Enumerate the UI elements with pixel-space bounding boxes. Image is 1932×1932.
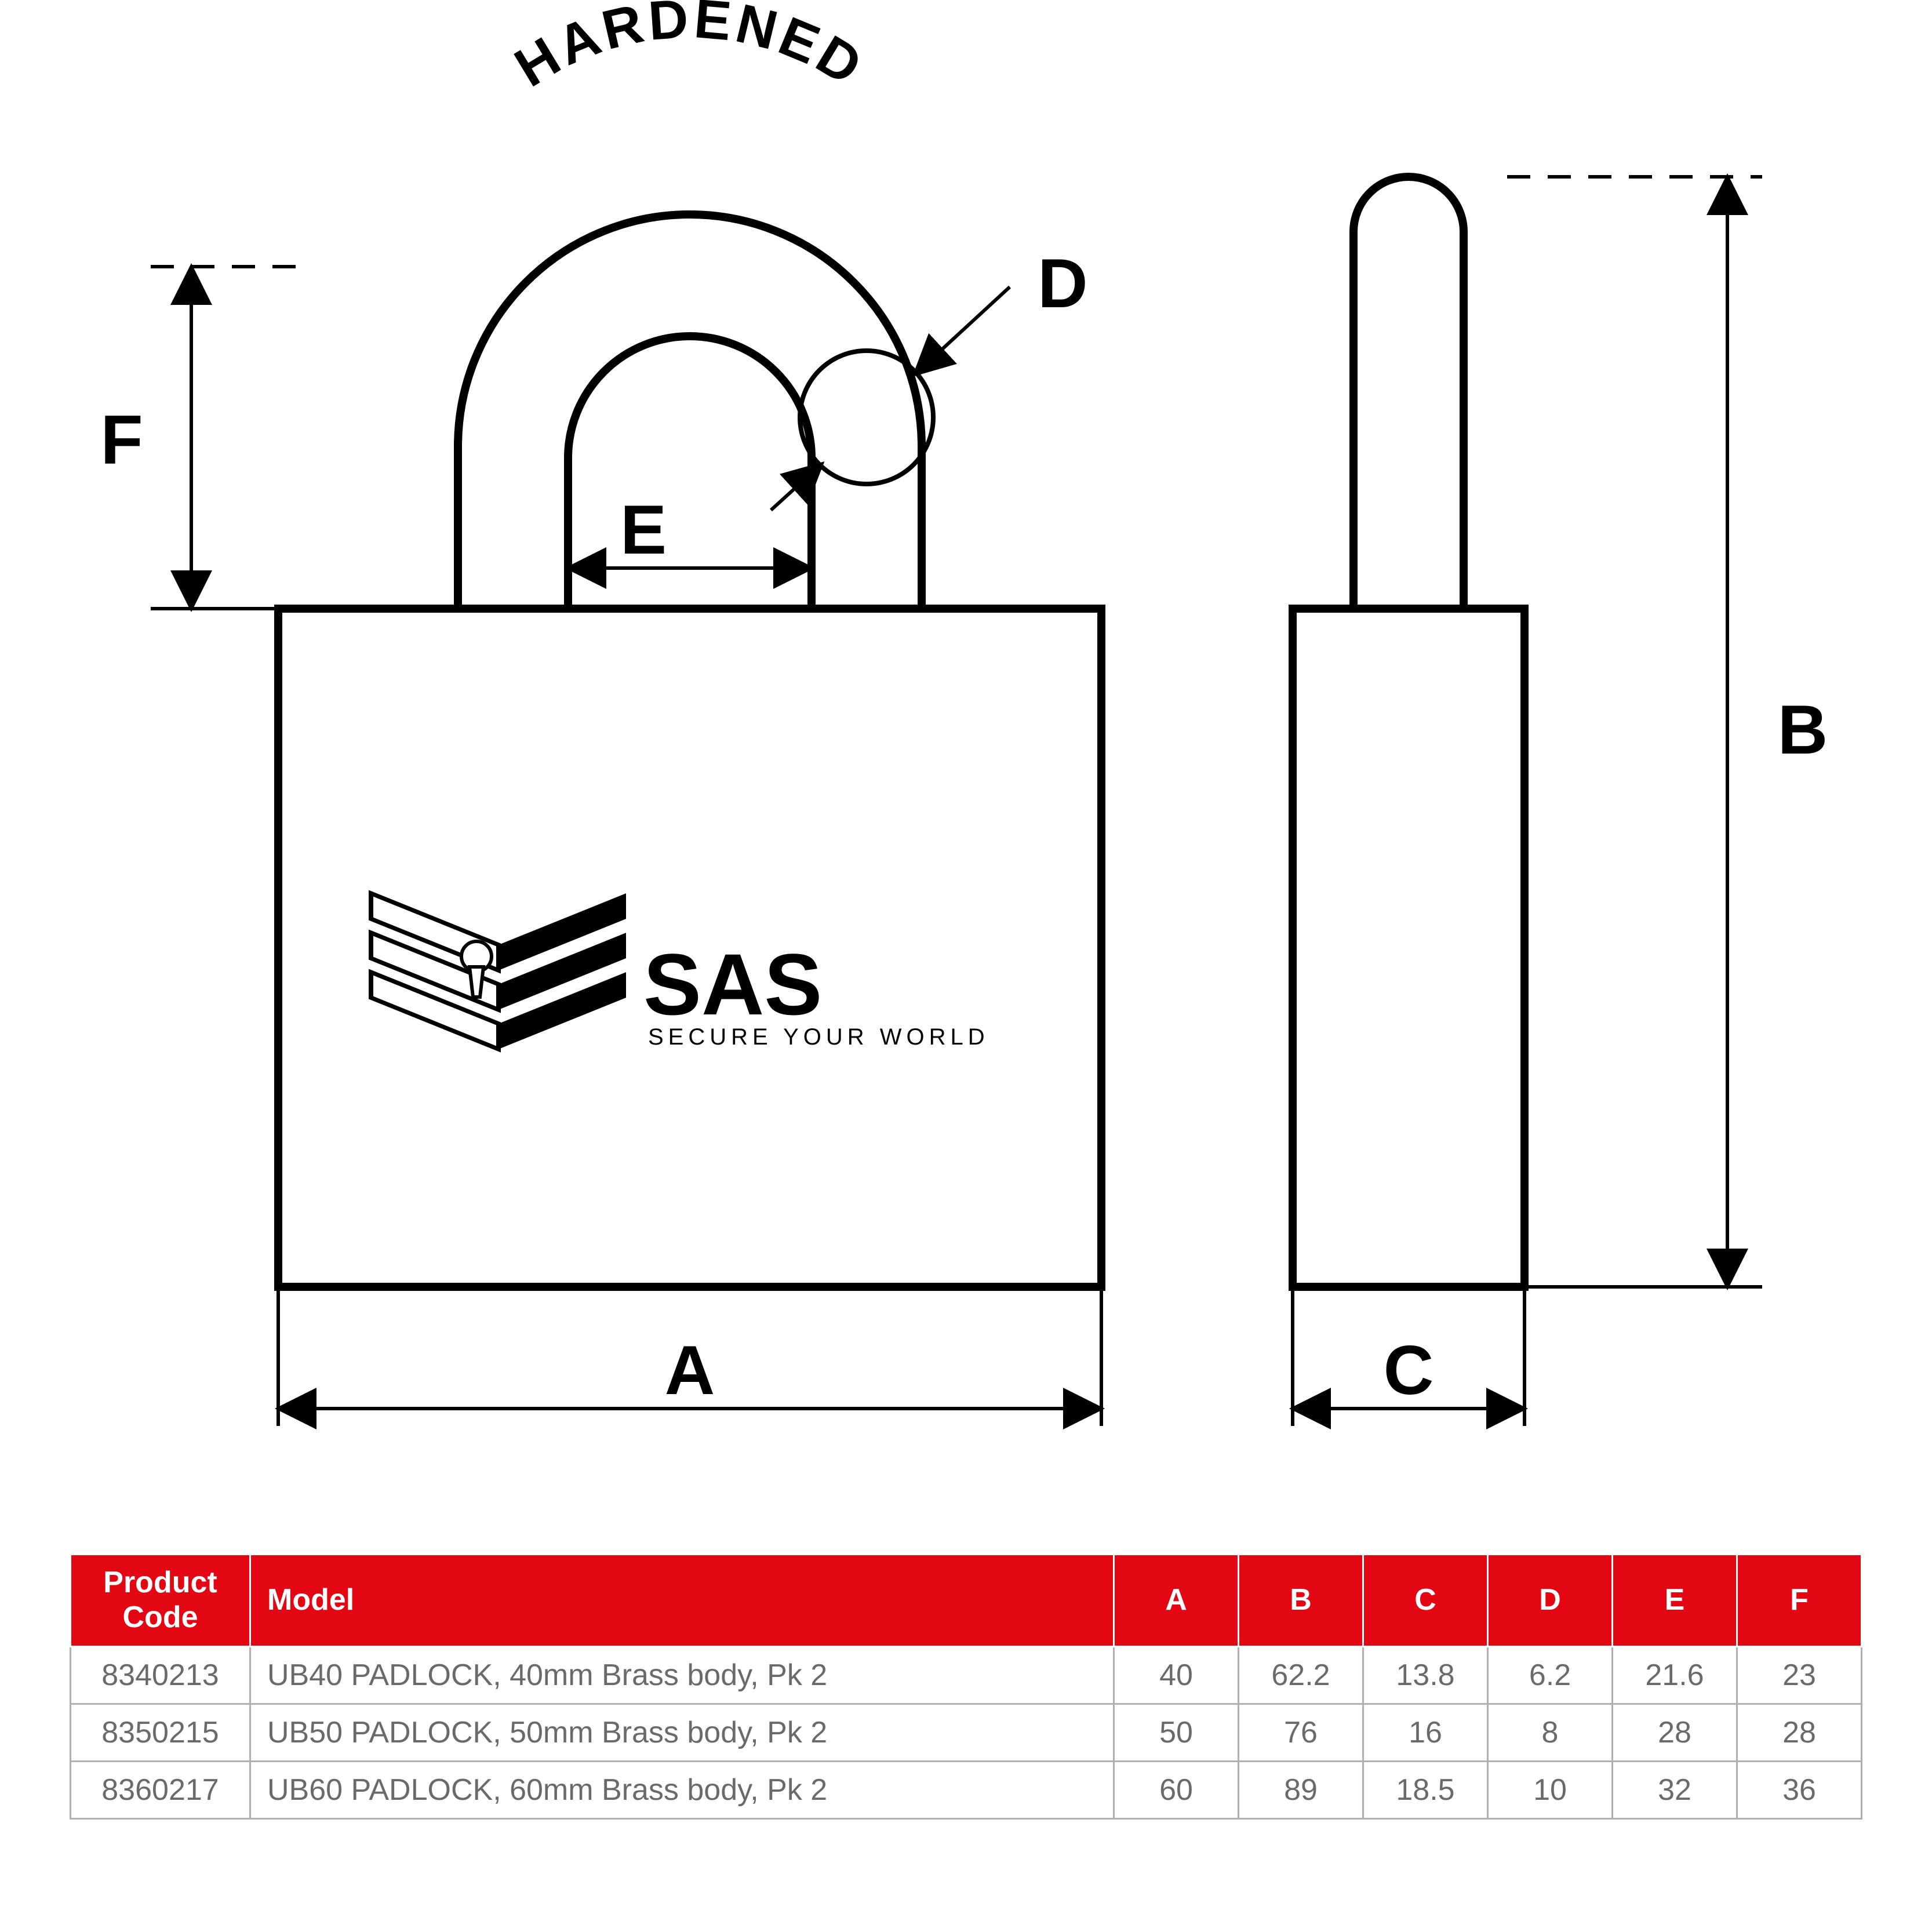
cell-F: 23: [1737, 1646, 1862, 1704]
dim-F-label: F: [100, 401, 143, 479]
cell-C: 18.5: [1363, 1761, 1488, 1818]
dim-B: B: [1507, 177, 1828, 1287]
padlock-diagram: HARDENED SAS SECURE YOUR WORLD: [0, 0, 1932, 1553]
col-F: F: [1737, 1555, 1862, 1647]
col-E: E: [1613, 1555, 1737, 1647]
padlock-body-side: [1293, 609, 1525, 1287]
cell-model: UB60 PADLOCK, 60mm Brass body, Pk 2: [250, 1761, 1114, 1818]
dim-A-label: A: [665, 1331, 715, 1409]
shackle-side: [1354, 177, 1464, 609]
cell-A: 60: [1114, 1761, 1239, 1818]
cell-F: 28: [1737, 1704, 1862, 1761]
cell-model: UB50 PADLOCK, 50mm Brass body, Pk 2: [250, 1704, 1114, 1761]
cell-D: 6.2: [1488, 1646, 1613, 1704]
dim-D: D: [771, 245, 1088, 510]
cell-D: 8: [1488, 1704, 1613, 1761]
cell-A: 40: [1114, 1646, 1239, 1704]
col-C: C: [1363, 1555, 1488, 1647]
dim-C: C: [1293, 1287, 1525, 1426]
table-header-row: ProductCode Model A B C D E F: [71, 1555, 1862, 1647]
shackle-outer: [458, 214, 922, 609]
cell-C: 16: [1363, 1704, 1488, 1761]
cell-B: 89: [1239, 1761, 1363, 1818]
cell-code: 8360217: [71, 1761, 250, 1818]
col-product-code: ProductCode: [71, 1555, 250, 1647]
cell-B: 76: [1239, 1704, 1363, 1761]
table-row: 8360217 UB60 PADLOCK, 60mm Brass body, P…: [71, 1761, 1862, 1818]
dim-F: F: [100, 267, 313, 609]
cell-E: 32: [1613, 1761, 1737, 1818]
dim-E-label: E: [620, 491, 667, 569]
dim-B-label: B: [1778, 691, 1828, 769]
logo-sub-text: SECURE YOUR WORLD: [648, 1024, 989, 1050]
dim-A: A: [278, 1287, 1101, 1426]
dim-E: E: [568, 491, 812, 569]
page: HARDENED SAS SECURE YOUR WORLD: [0, 0, 1932, 1932]
cell-F: 36: [1737, 1761, 1862, 1818]
col-D: D: [1488, 1555, 1613, 1647]
cell-E: 28: [1613, 1704, 1737, 1761]
cell-code: 8350215: [71, 1704, 250, 1761]
logo-main-text: SAS: [643, 936, 822, 1033]
cell-D: 10: [1488, 1761, 1613, 1818]
hardened-label: HARDENED: [505, 0, 875, 99]
sas-logo: SAS SECURE YOUR WORLD: [371, 893, 989, 1050]
col-A: A: [1114, 1555, 1239, 1647]
col-B: B: [1239, 1555, 1363, 1647]
spec-table: ProductCode Model A B C D E F 8340213 UB…: [70, 1553, 1862, 1820]
table-row: 8350215 UB50 PADLOCK, 50mm Brass body, P…: [71, 1704, 1862, 1761]
cell-E: 21.6: [1613, 1646, 1737, 1704]
dim-D-label: D: [1038, 245, 1088, 322]
cell-A: 50: [1114, 1704, 1239, 1761]
cell-B: 62.2: [1239, 1646, 1363, 1704]
spec-table-wrap: ProductCode Model A B C D E F 8340213 UB…: [70, 1553, 1862, 1820]
cell-code: 8340213: [71, 1646, 250, 1704]
table-row: 8340213 UB40 PADLOCK, 40mm Brass body, P…: [71, 1646, 1862, 1704]
dim-C-label: C: [1384, 1331, 1434, 1409]
col-model: Model: [250, 1555, 1114, 1647]
cell-C: 13.8: [1363, 1646, 1488, 1704]
cell-model: UB40 PADLOCK, 40mm Brass body, Pk 2: [250, 1646, 1114, 1704]
